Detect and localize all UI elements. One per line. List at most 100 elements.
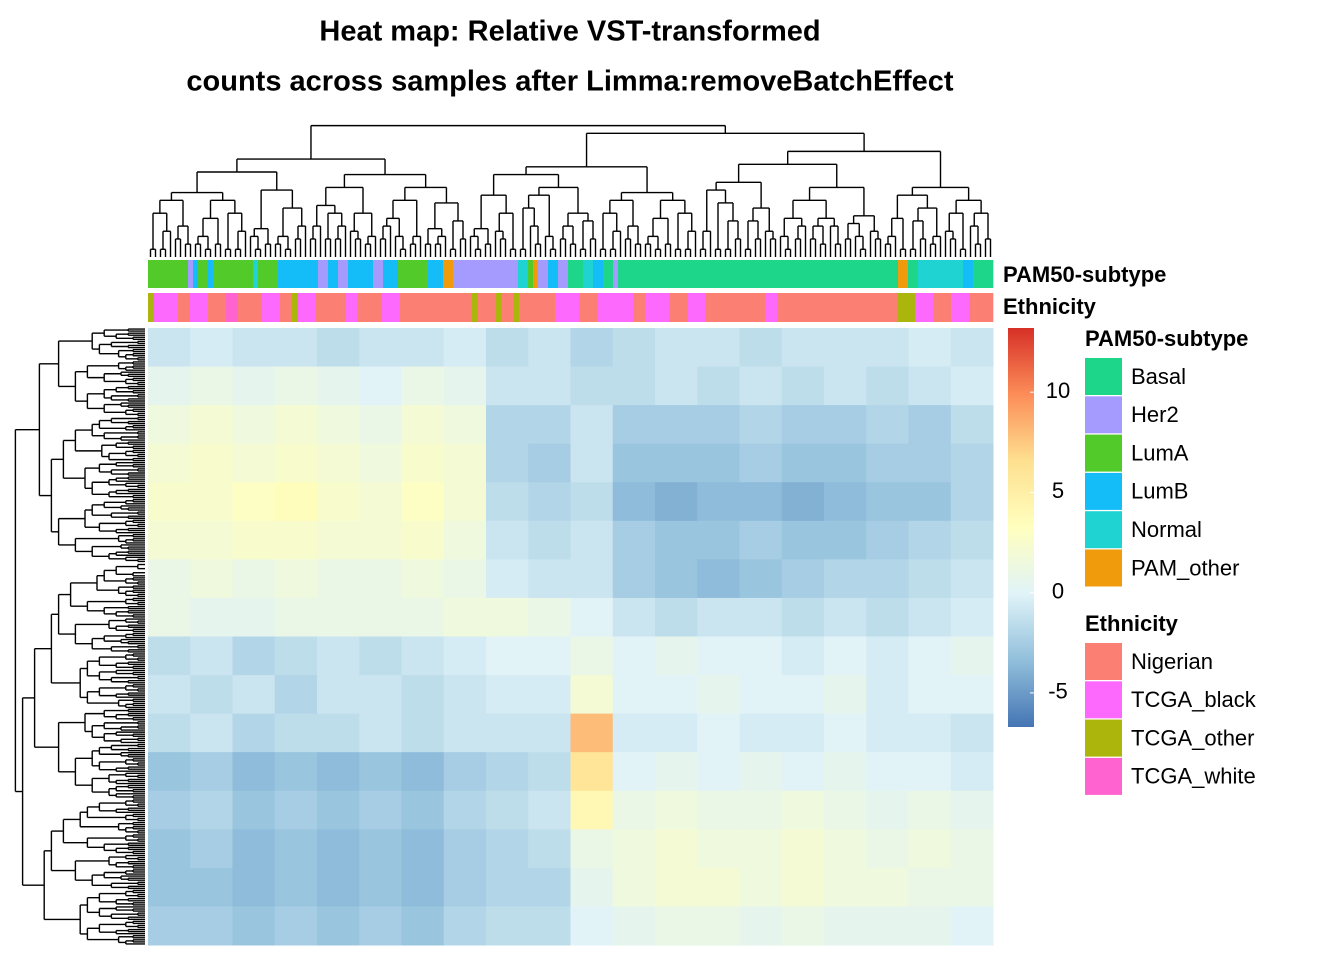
heatmap-cell	[655, 366, 698, 406]
heatmap-cell	[359, 636, 402, 676]
heatmap-cell	[190, 443, 233, 483]
heatmap-cell	[232, 636, 276, 676]
legend-label: Normal	[1131, 517, 1202, 542]
heatmap-cell	[655, 675, 698, 715]
annotation-segment	[383, 260, 399, 288]
heatmap-cell	[781, 328, 825, 368]
heatmap-cell	[570, 559, 614, 599]
heatmap-cell	[401, 713, 445, 753]
heatmap-cell	[739, 366, 783, 406]
heatmap-cell	[908, 328, 952, 368]
heatmap-cell	[739, 675, 783, 715]
heatmap-cell	[190, 366, 233, 406]
heatmap-cell	[739, 405, 783, 445]
heatmap-cell	[486, 829, 529, 869]
heatmap-cell	[866, 636, 909, 676]
heatmap-cell	[655, 520, 698, 560]
heatmap-cell	[697, 867, 740, 907]
heatmap-cell	[612, 443, 656, 483]
heatmap-cell	[908, 906, 952, 946]
heatmap-cell	[486, 443, 529, 483]
legend-swatch	[1085, 396, 1122, 434]
heatmap-cell	[317, 829, 360, 869]
heatmap-cell	[612, 675, 656, 715]
annotation-segment	[597, 293, 634, 322]
heatmap-cell	[359, 713, 402, 753]
heatmap-cell	[612, 405, 656, 445]
heatmap-cell	[148, 443, 191, 483]
heatmap-cell	[612, 867, 656, 907]
heatmap-cell	[190, 405, 233, 445]
heatmap-cell	[148, 713, 191, 753]
annotation-segment	[228, 260, 254, 288]
annotation-segment	[358, 260, 374, 288]
heatmap-cell	[443, 482, 487, 522]
heatmap-cell	[443, 906, 487, 946]
heatmap-cell	[274, 328, 318, 368]
heatmap-cell	[443, 366, 487, 406]
annotation-segment	[501, 293, 514, 322]
heatmap-cell	[148, 675, 191, 715]
heatmap-cell	[908, 867, 952, 907]
heatmap-cell	[528, 597, 571, 637]
heatmap-cell	[612, 366, 656, 406]
heatmap-cell	[570, 520, 614, 560]
heatmap-cell	[570, 675, 614, 715]
heatmap-cell	[274, 790, 318, 830]
legend-swatch	[1085, 511, 1122, 549]
annotation-segment	[237, 293, 263, 322]
heatmap-cell	[824, 405, 867, 445]
heatmap-cell	[317, 559, 360, 599]
heatmap-cell	[190, 636, 233, 676]
heatmap-cell	[190, 790, 233, 830]
heatmap-cell	[401, 867, 445, 907]
legend-label: TCGA_white	[1131, 764, 1256, 789]
annotation-segment	[669, 293, 688, 322]
heatmap-cell	[190, 713, 233, 753]
heatmap-cell	[612, 482, 656, 522]
annotation-segment	[518, 260, 529, 288]
heatmap-cell	[781, 713, 825, 753]
heatmap-cell	[739, 520, 783, 560]
heatmap-cell	[908, 366, 952, 406]
heatmap-cell	[274, 906, 318, 946]
heatmap-cell	[697, 675, 740, 715]
heatmap-cell	[866, 906, 909, 946]
heatmap-cell	[655, 790, 698, 830]
legend-title: Ethnicity	[1085, 611, 1179, 636]
heatmap-cell	[866, 559, 909, 599]
heatmap-cell	[528, 405, 571, 445]
annotation-segment	[207, 293, 227, 322]
heatmap-cell	[401, 790, 445, 830]
heatmap-cell	[697, 790, 740, 830]
heatmap-cell	[781, 906, 825, 946]
heatmap-cell	[950, 675, 994, 715]
heatmap-cell	[232, 675, 276, 715]
heatmap-cell	[866, 597, 909, 637]
heatmap-cell	[190, 597, 233, 637]
heatmap-cell	[274, 752, 318, 792]
heatmap-cell	[570, 867, 614, 907]
heatmap-cell	[612, 829, 656, 869]
heatmap-cell	[908, 829, 952, 869]
annotation-segment	[189, 293, 209, 322]
heatmap-cell	[824, 713, 867, 753]
heatmap-cell	[612, 906, 656, 946]
annotation-segment	[188, 260, 194, 288]
heatmap-cell	[739, 790, 783, 830]
heatmap-cell	[655, 559, 698, 599]
heatmap-cell	[824, 790, 867, 830]
heatmap-cell	[317, 752, 360, 792]
annotation-segment	[603, 260, 614, 288]
heatmap-cell	[359, 675, 402, 715]
annotation-segment	[528, 260, 534, 288]
heatmap-cell	[781, 482, 825, 522]
heatmap-cell	[232, 790, 276, 830]
heatmap-cell	[274, 559, 318, 599]
heatmap-cell	[697, 829, 740, 869]
heatmap-cell	[359, 906, 402, 946]
legend-label: PAM_other	[1131, 555, 1239, 580]
annotation-segment	[687, 293, 706, 322]
heatmap-cell	[274, 829, 318, 869]
heatmap-cell	[950, 559, 994, 599]
